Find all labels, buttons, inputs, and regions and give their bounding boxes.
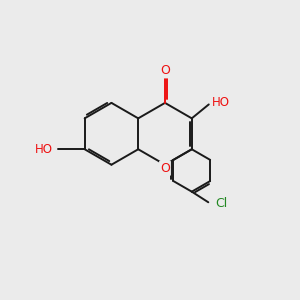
Text: HO: HO [212, 96, 230, 109]
Text: O: O [160, 162, 170, 175]
Text: O: O [160, 64, 170, 77]
Text: HO: HO [35, 143, 53, 156]
Text: Cl: Cl [215, 197, 227, 210]
